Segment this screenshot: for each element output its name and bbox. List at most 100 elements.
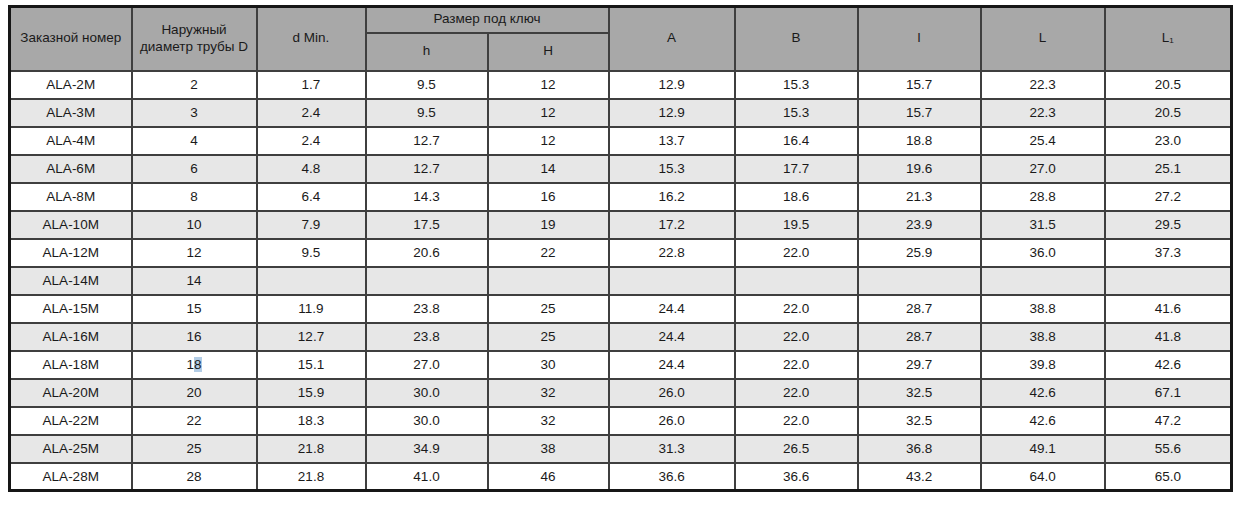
cell-d-min: 1.7: [257, 71, 366, 99]
table-row: ALA-28M2821.841.04636.636.643.264.065.0: [10, 463, 1232, 491]
cell-order-number: ALA-15M: [10, 295, 132, 323]
cell-h-small: 30.0: [366, 379, 488, 407]
cell-b: 22.0: [735, 351, 858, 379]
cell-d-min: 12.7: [257, 323, 366, 351]
cell-tube-diameter: 25: [132, 435, 257, 463]
cell-h-cap: 38: [488, 435, 609, 463]
header-h-small: h: [366, 33, 488, 71]
cell-l1: 25.1: [1105, 155, 1232, 183]
cell-b: 22.0: [735, 407, 858, 435]
cell-order-number: ALA-14M: [10, 267, 132, 295]
header-a: A: [609, 7, 735, 71]
cell-order-number: ALA-2M: [10, 71, 132, 99]
table-body: ALA-2M21.79.51212.915.315.722.320.5ALA-3…: [10, 71, 1232, 491]
cell-h-cap: 46: [488, 463, 609, 491]
table-row: ALA-18M1815.127.03024.422.029.739.842.6: [10, 351, 1232, 379]
cell-d-min: 15.1: [257, 351, 366, 379]
cell-h-small: 14.3: [366, 183, 488, 211]
cell-l-small: 15.7: [858, 99, 981, 127]
cell-h-small: 9.5: [366, 71, 488, 99]
cell-l-cap: 25.4: [981, 127, 1105, 155]
table-row: ALA-2M21.79.51212.915.315.722.320.5: [10, 71, 1232, 99]
cell-d-min: 18.3: [257, 407, 366, 435]
header-l-small: l: [858, 7, 981, 71]
cell-h-cap: [488, 267, 609, 295]
table-row: ALA-22M2218.330.03226.022.032.542.647.2: [10, 407, 1232, 435]
cell-l-cap: 22.3: [981, 99, 1105, 127]
cell-d-min: 7.9: [257, 211, 366, 239]
cell-tube-diameter: 10: [132, 211, 257, 239]
header-tube-diameter: Наружный диаметр трубы D: [132, 7, 257, 71]
cell-l-small: 43.2: [858, 463, 981, 491]
cell-h-small: 12.7: [366, 155, 488, 183]
cell-l-small: 19.6: [858, 155, 981, 183]
cell-a: 26.0: [609, 407, 735, 435]
cell-l-small: [858, 267, 981, 295]
cell-a: 26.0: [609, 379, 735, 407]
cell-h-small: [366, 267, 488, 295]
cell-b: 15.3: [735, 71, 858, 99]
cell-d-min: 9.5: [257, 239, 366, 267]
cell-a: 36.6: [609, 463, 735, 491]
cell-b: 26.5: [735, 435, 858, 463]
cell-a: 12.9: [609, 71, 735, 99]
cell-l-small: 18.8: [858, 127, 981, 155]
cell-d-min: [257, 267, 366, 295]
cell-b: 36.6: [735, 463, 858, 491]
table-row: ALA-12M129.520.62222.822.025.936.037.3: [10, 239, 1232, 267]
cell-h-small: 27.0: [366, 351, 488, 379]
table-header: Заказной номер Наружный диаметр трубы D …: [10, 7, 1232, 71]
table-row: ALA-15M1511.923.82524.422.028.738.841.6: [10, 295, 1232, 323]
cell-tube-diameter: 18: [132, 351, 257, 379]
cell-l1: 41.6: [1105, 295, 1232, 323]
cell-d-min: 21.8: [257, 463, 366, 491]
cell-tube-diameter: 14: [132, 267, 257, 295]
cell-l-cap: 31.5: [981, 211, 1105, 239]
cell-b: 22.0: [735, 295, 858, 323]
cell-order-number: ALA-25M: [10, 435, 132, 463]
dimensions-table: Заказной номер Наружный диаметр трубы D …: [8, 5, 1233, 492]
cell-l1: 55.6: [1105, 435, 1232, 463]
cell-h-small: 23.8: [366, 295, 488, 323]
cell-order-number: ALA-16M: [10, 323, 132, 351]
cell-tube-diameter: 8: [132, 183, 257, 211]
cell-h-small: 9.5: [366, 99, 488, 127]
cell-h-small: 41.0: [366, 463, 488, 491]
cell-l-cap: 22.3: [981, 71, 1105, 99]
cell-h-cap: 14: [488, 155, 609, 183]
cell-l-small: 25.9: [858, 239, 981, 267]
cell-l-cap: 38.8: [981, 323, 1105, 351]
cell-h-small: 30.0: [366, 407, 488, 435]
cell-l-cap: 42.6: [981, 407, 1105, 435]
cell-h-cap: 32: [488, 379, 609, 407]
cell-l-cap: [981, 267, 1105, 295]
cell-a: 22.8: [609, 239, 735, 267]
cell-h-cap: 30: [488, 351, 609, 379]
cell-l-cap: 49.1: [981, 435, 1105, 463]
cell-l1: 29.5: [1105, 211, 1232, 239]
cell-h-cap: 22: [488, 239, 609, 267]
cell-h-cap: 25: [488, 323, 609, 351]
cell-d-min: 2.4: [257, 127, 366, 155]
table-row: ALA-3M32.49.51212.915.315.722.320.5: [10, 99, 1232, 127]
cell-b: 22.0: [735, 323, 858, 351]
cell-l1: 47.2: [1105, 407, 1232, 435]
cell-tube-diameter: 4: [132, 127, 257, 155]
cell-l-cap: 42.6: [981, 379, 1105, 407]
header-h-cap: H: [488, 33, 609, 71]
cell-b: 16.4: [735, 127, 858, 155]
cell-d-min: 4.8: [257, 155, 366, 183]
cell-order-number: ALA-20M: [10, 379, 132, 407]
cell-tube-diameter: 12: [132, 239, 257, 267]
table-row: ALA-16M1612.723.82524.422.028.738.841.8: [10, 323, 1232, 351]
cell-order-number: ALA-10M: [10, 211, 132, 239]
header-d-min: d Min.: [257, 7, 366, 71]
cell-tube-diameter: 6: [132, 155, 257, 183]
cell-l-small: 15.7: [858, 71, 981, 99]
cell-a: 12.9: [609, 99, 735, 127]
cell-h-cap: 12: [488, 71, 609, 99]
cell-a: 24.4: [609, 351, 735, 379]
cell-tube-diameter: 2: [132, 71, 257, 99]
cell-l-small: 36.8: [858, 435, 981, 463]
cell-h-cap: 12: [488, 127, 609, 155]
